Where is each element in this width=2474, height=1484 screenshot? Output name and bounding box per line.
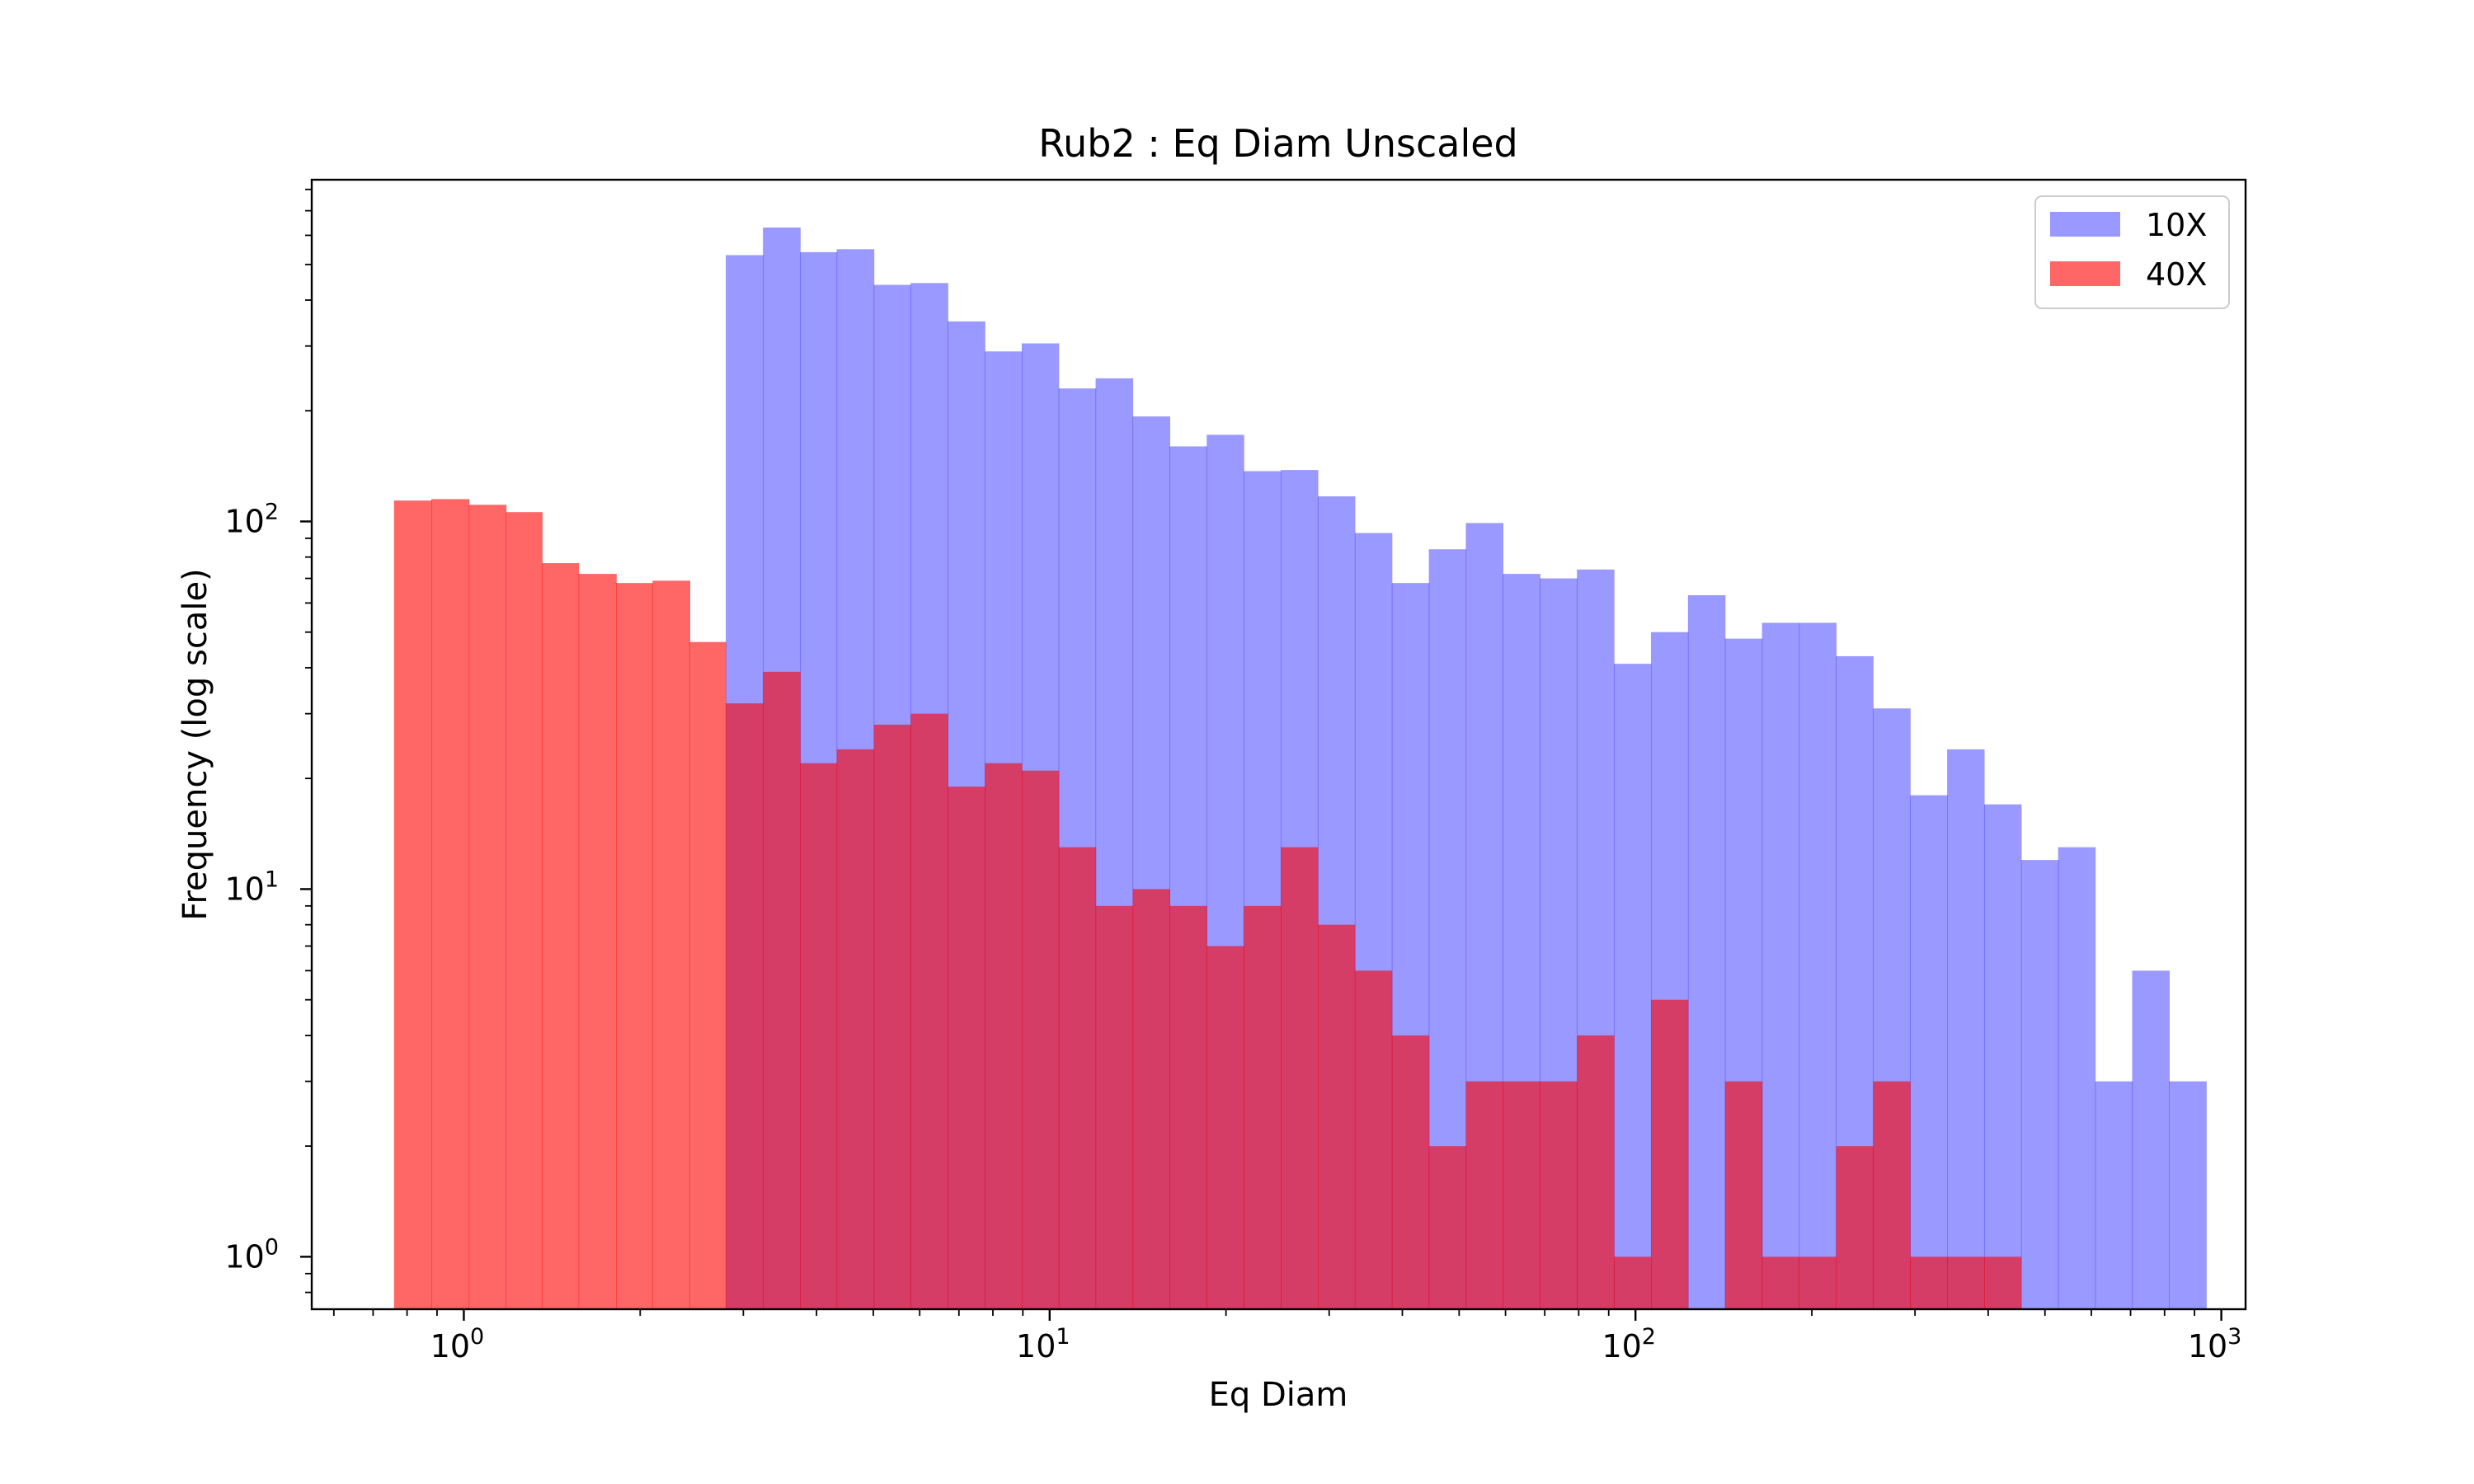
bar-40x-33 xyxy=(1614,1256,1652,1309)
bar-40x-8 xyxy=(689,641,727,1309)
plot-area xyxy=(393,228,2207,1310)
x-axis-ticks: 100 101 102 103 xyxy=(332,1309,2242,1364)
x-axis-label: Eq Diam xyxy=(1209,1376,1348,1414)
bar-40x-21 xyxy=(1169,905,1207,1309)
bar-40x-5 xyxy=(578,574,617,1309)
bar-10x-38 xyxy=(2132,970,2170,1309)
bar-40x-23 xyxy=(1244,905,1282,1309)
bar-10x-26 xyxy=(1687,594,1726,1309)
y-tick-label: 102 xyxy=(224,499,279,539)
x-tick-label: 100 xyxy=(430,1324,485,1364)
bar-40x-3 xyxy=(506,512,543,1309)
bar-40x-13 xyxy=(873,725,911,1309)
y-tick-label: 100 xyxy=(224,1234,279,1275)
bar-40x-9 xyxy=(726,703,764,1309)
series-40x-bars xyxy=(393,499,2022,1309)
bar-40x-14 xyxy=(910,713,948,1309)
bar-10x-29 xyxy=(1799,622,1837,1309)
bar-10x-35 xyxy=(2020,860,2059,1309)
bar-40x-41 xyxy=(1947,1256,1985,1309)
bar-40x-4 xyxy=(542,563,580,1309)
bar-40x-7 xyxy=(652,580,690,1309)
bar-40x-25 xyxy=(1317,924,1356,1309)
bar-40x-31 xyxy=(1540,1081,1578,1309)
bar-10x-37 xyxy=(2095,1081,2133,1309)
axes-frame xyxy=(310,178,2247,1311)
bar-40x-35 xyxy=(1724,1081,1763,1309)
bar-10x-33 xyxy=(1947,749,1985,1309)
legend-label-40x: 40X xyxy=(2146,256,2207,293)
x-tick-label: 103 xyxy=(2188,1324,2242,1364)
legend-swatch-10x xyxy=(2050,212,2120,237)
x-tick-label: 101 xyxy=(1016,1324,1070,1364)
bar-40x-19 xyxy=(1095,905,1134,1309)
bar-40x-37 xyxy=(1799,1256,1837,1309)
bar-40x-11 xyxy=(800,763,838,1309)
bar-40x-34 xyxy=(1650,999,1689,1309)
bar-10x-39 xyxy=(2169,1081,2207,1309)
bar-40x-0 xyxy=(393,500,432,1309)
bar-40x-22 xyxy=(1206,946,1244,1309)
bar-40x-26 xyxy=(1354,970,1393,1309)
y-tick-label: 101 xyxy=(224,866,279,907)
bar-40x-6 xyxy=(616,583,653,1309)
bar-40x-30 xyxy=(1503,1081,1540,1309)
legend: 10X 40X xyxy=(2034,195,2230,309)
bar-40x-40 xyxy=(1910,1256,1948,1309)
bar-40x-15 xyxy=(948,787,985,1309)
bar-40x-36 xyxy=(1761,1256,1800,1309)
bar-40x-12 xyxy=(836,749,875,1309)
bar-40x-10 xyxy=(763,671,801,1309)
bar-40x-27 xyxy=(1391,1035,1430,1309)
bar-40x-2 xyxy=(468,505,507,1309)
bar-40x-28 xyxy=(1428,1146,1467,1309)
bar-40x-24 xyxy=(1281,847,1319,1309)
bar-40x-16 xyxy=(985,763,1023,1309)
bar-40x-29 xyxy=(1465,1081,1504,1309)
bar-40x-1 xyxy=(431,499,470,1309)
bar-40x-39 xyxy=(1873,1081,1911,1309)
bar-10x-34 xyxy=(1983,804,2022,1309)
bar-10x-36 xyxy=(2058,847,2096,1309)
bar-40x-38 xyxy=(1836,1146,1874,1309)
bar-10x-28 xyxy=(1761,622,1800,1309)
legend-label-10x: 10X xyxy=(2146,207,2207,243)
bar-40x-32 xyxy=(1577,1035,1615,1309)
chart-title: Rub2 : Eq Diam Unscaled xyxy=(1038,121,1518,166)
bar-10x-24 xyxy=(1614,664,1652,1309)
x-tick-label: 102 xyxy=(1602,1324,1656,1364)
legend-swatch-40x xyxy=(2050,261,2120,286)
bar-40x-42 xyxy=(1983,1256,2022,1309)
bar-10x-32 xyxy=(1910,795,1948,1309)
bar-40x-17 xyxy=(1021,770,1060,1309)
bar-40x-20 xyxy=(1132,889,1171,1309)
y-axis-ticks: 100 101 102 xyxy=(224,188,312,1294)
bar-40x-18 xyxy=(1058,847,1097,1309)
y-axis-label: Frequency (log scale) xyxy=(176,568,214,920)
